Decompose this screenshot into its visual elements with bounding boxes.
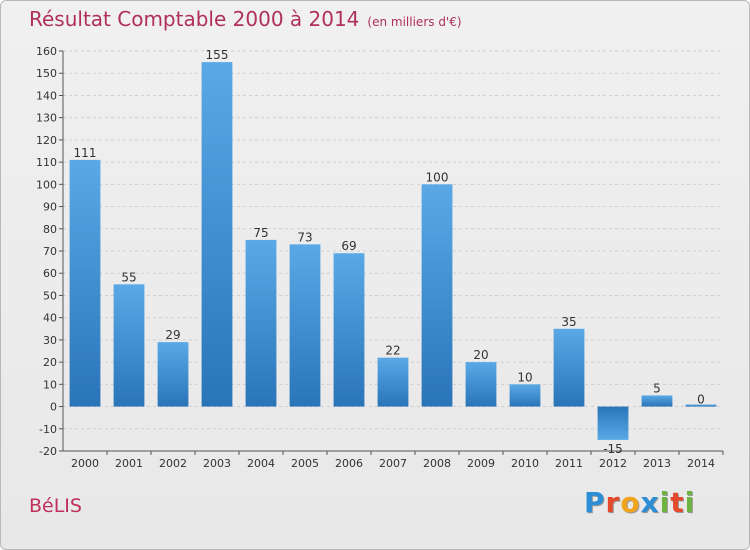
value-label: 10	[517, 370, 532, 384]
bar-2013	[641, 395, 673, 407]
logo-letter: i	[684, 486, 696, 519]
y-tick-label: 50	[43, 289, 57, 302]
y-tick-label: 20	[43, 356, 57, 369]
bar-2001	[113, 284, 145, 407]
y-tick-label: 140	[36, 89, 57, 102]
chart-unit: (en milliers d'€)	[367, 15, 462, 29]
x-tick-label: 2000	[71, 457, 99, 470]
x-tick-label: 2013	[643, 457, 671, 470]
y-tick-label: 60	[43, 267, 57, 280]
value-label: 20	[473, 348, 488, 362]
value-label: 0	[697, 393, 705, 407]
y-tick-label: 120	[36, 134, 57, 147]
value-label: 55	[121, 270, 136, 284]
y-tick-label: 130	[36, 112, 57, 125]
y-tick-label: 80	[43, 223, 57, 236]
x-tick-label: 2002	[159, 457, 187, 470]
value-label: -15	[603, 442, 623, 456]
x-tick-label: 2003	[203, 457, 231, 470]
x-tick-label: 2006	[335, 457, 363, 470]
value-label: 5	[653, 381, 661, 395]
y-tick-label: 160	[36, 45, 57, 58]
bar-layer	[69, 62, 717, 440]
bar-2006	[333, 253, 365, 407]
bar-2002	[157, 342, 189, 407]
chart-title: Résultat Comptable 2000 à 2014 (en millie…	[29, 7, 462, 31]
bar-2014	[685, 404, 717, 407]
value-label: 29	[165, 328, 180, 342]
y-tick-label: 100	[36, 178, 57, 191]
x-tick-label: 2009	[467, 457, 495, 470]
value-label: 22	[385, 344, 400, 358]
bar-2010	[509, 384, 541, 407]
x-tick-label: 2008	[423, 457, 451, 470]
bar-2011	[553, 328, 585, 407]
logo-letter: t	[670, 486, 685, 519]
label-layer: 111 55 29 155 75 73 69 22 100 20 10 35 -15 5 0	[74, 48, 705, 456]
value-label: 111	[74, 146, 97, 160]
bar-2000	[69, 159, 101, 407]
logo-letter: P	[584, 486, 606, 519]
value-label: 75	[253, 226, 268, 240]
y-tick-label: 90	[43, 201, 57, 214]
y-tick-label: 40	[43, 312, 57, 325]
y-tick-label: -10	[39, 423, 57, 436]
y-tick-label: 30	[43, 334, 57, 347]
chart-title-text: Résultat Comptable 2000 à 2014	[29, 7, 360, 31]
bar-2009	[465, 362, 497, 407]
y-tick-label: -20	[39, 445, 57, 458]
y-tick-label: 110	[36, 156, 57, 169]
bar-2004	[245, 239, 277, 407]
x-tick-label: 2014	[687, 457, 715, 470]
value-label: 35	[561, 315, 576, 329]
logo-letter: x	[640, 486, 660, 519]
x-tick-label: 2005	[291, 457, 319, 470]
bar-2012	[597, 406, 629, 440]
bar-2005	[289, 244, 321, 407]
value-label: 155	[206, 48, 229, 62]
value-label: 69	[341, 239, 356, 253]
logo-letter: r	[605, 486, 621, 519]
x-tick-label: 2010	[511, 457, 539, 470]
value-label: 73	[297, 230, 312, 244]
y-tick-label: 150	[36, 67, 57, 80]
proxiti-logo: Proxiti	[584, 486, 695, 519]
x-tick-label: 2004	[247, 457, 275, 470]
x-tick-label: 2007	[379, 457, 407, 470]
axis-layer: -20-100102030405060708090100110120130140…	[36, 45, 724, 470]
place-name: BéLIS	[29, 495, 82, 517]
logo-letter: o	[620, 486, 641, 519]
bar-2003	[201, 62, 233, 407]
x-tick-label: 2012	[599, 457, 627, 470]
y-tick-label: 70	[43, 245, 57, 258]
x-tick-label: 2001	[115, 457, 143, 470]
bar-2008	[421, 184, 453, 407]
logo-letter: i	[659, 486, 671, 519]
x-tick-label: 2011	[555, 457, 583, 470]
bar-2007	[377, 357, 409, 407]
value-label: 100	[426, 170, 449, 184]
y-tick-label: 10	[43, 378, 57, 391]
y-tick-label: 0	[50, 401, 57, 414]
